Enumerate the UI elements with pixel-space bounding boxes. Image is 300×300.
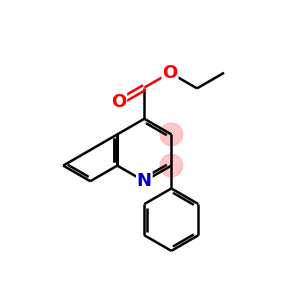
Text: O: O — [162, 64, 178, 82]
Text: O: O — [111, 93, 126, 111]
Text: N: N — [137, 172, 152, 190]
Circle shape — [160, 123, 183, 146]
Circle shape — [160, 154, 183, 177]
